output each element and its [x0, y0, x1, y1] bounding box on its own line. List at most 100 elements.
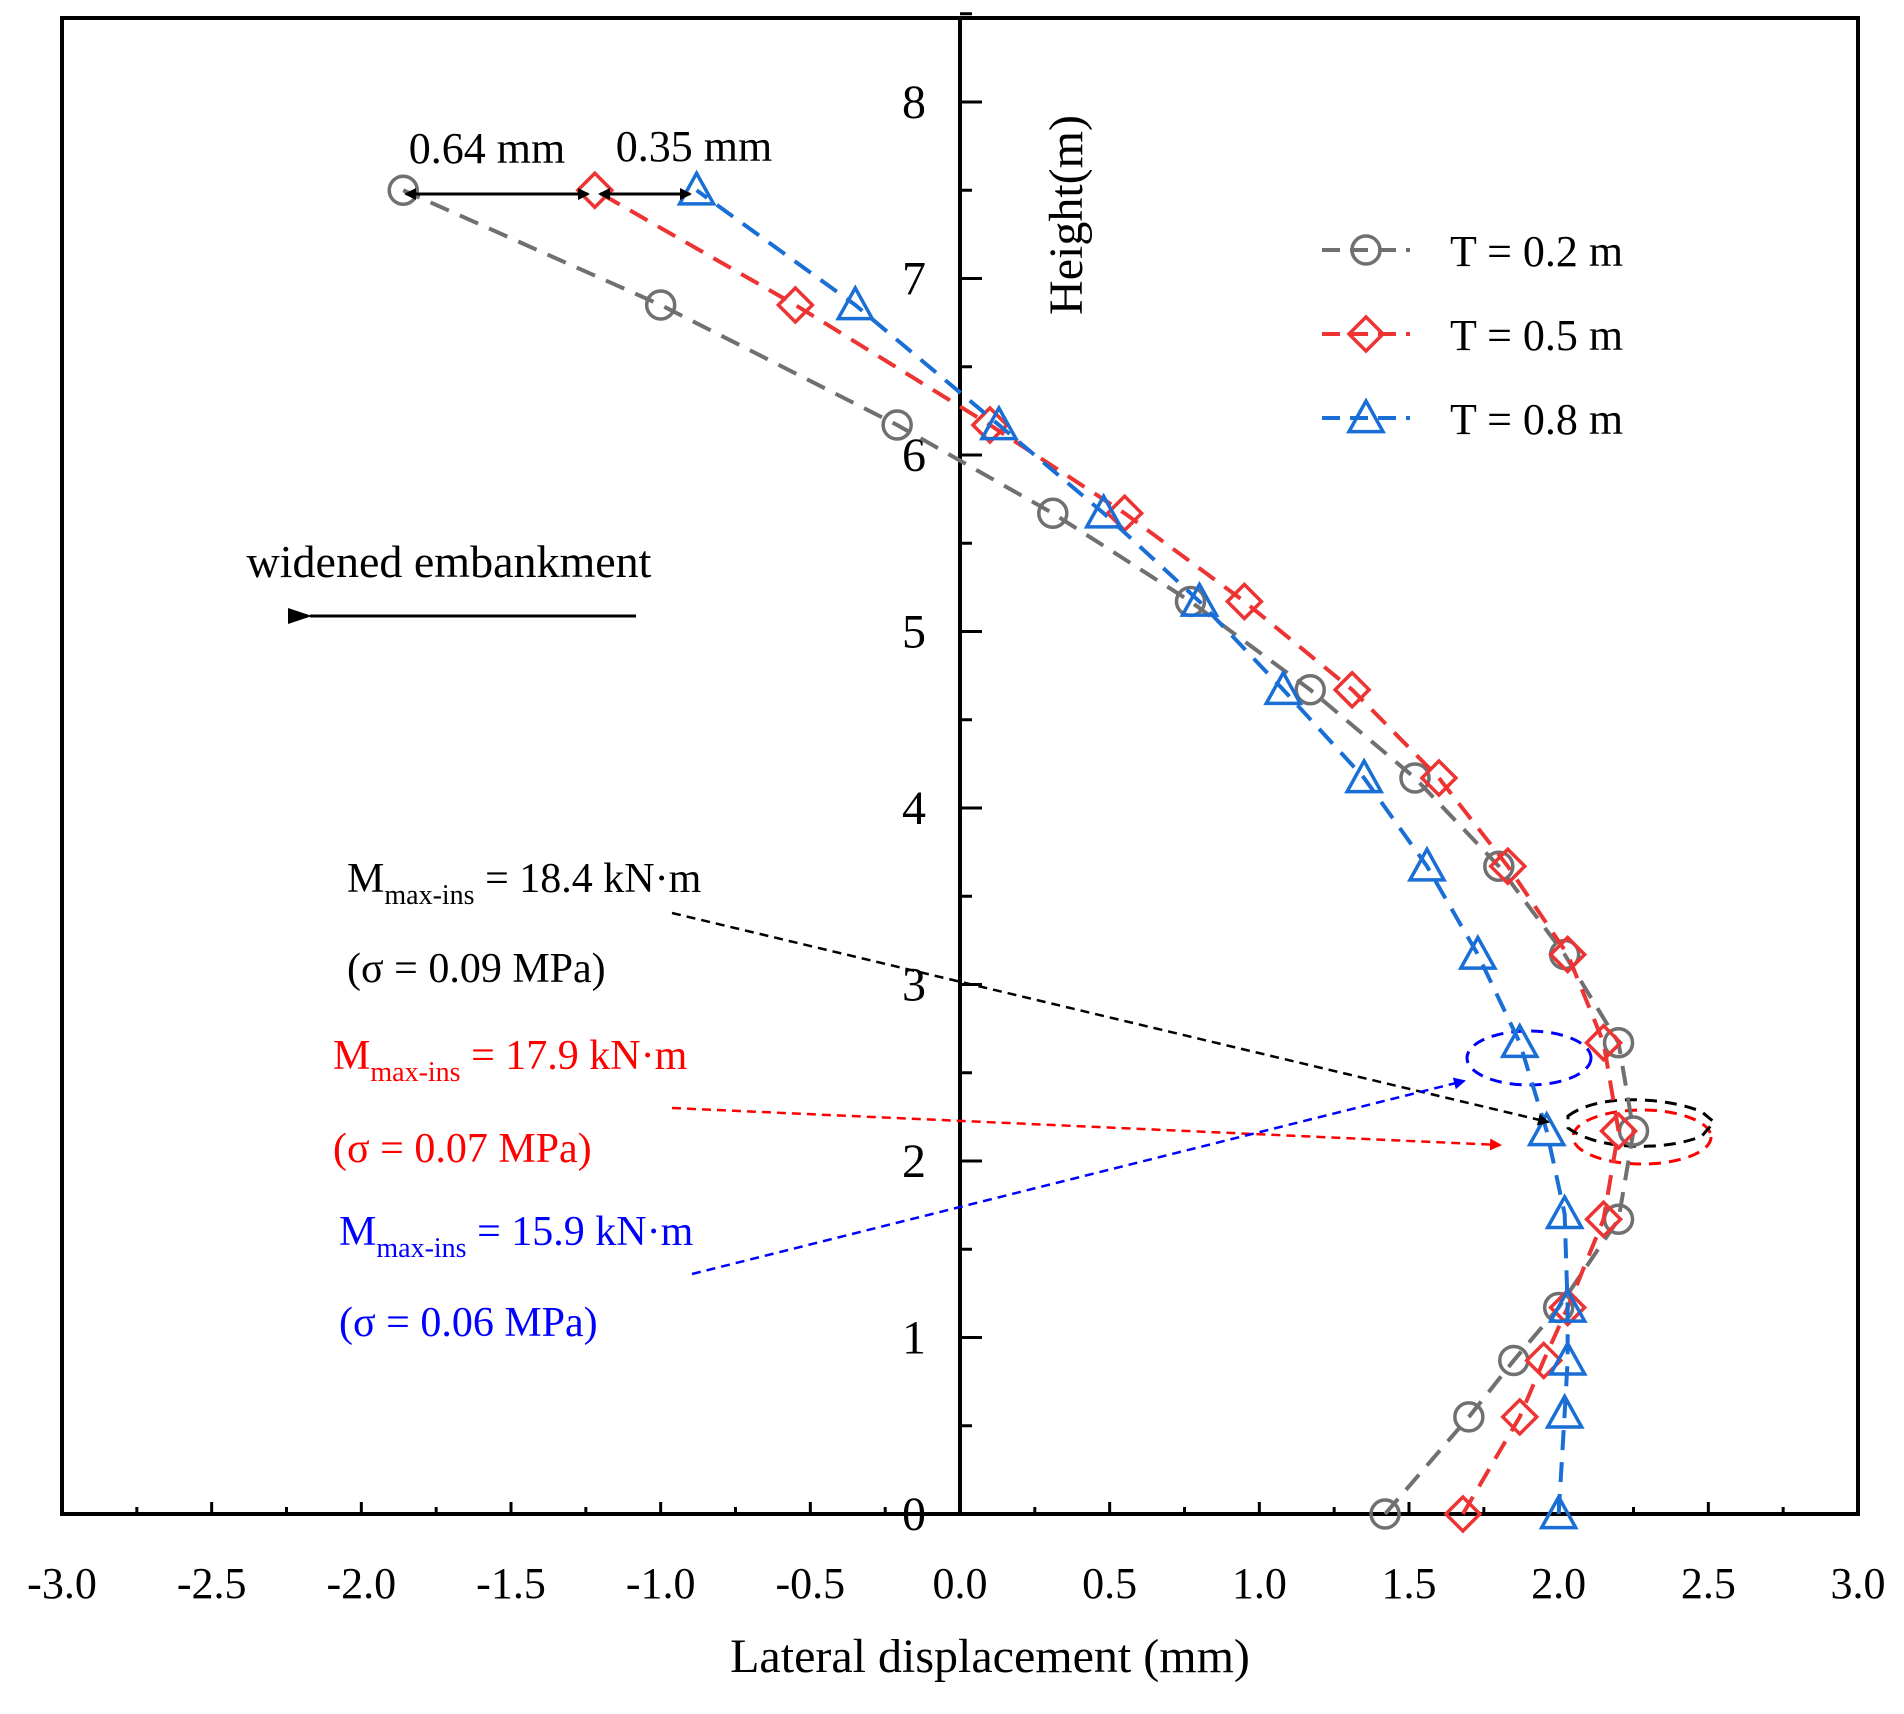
data-point	[775, 285, 815, 325]
data-point	[1453, 1401, 1485, 1433]
moment-sigma: (σ = 0.09 MPa)	[347, 946, 606, 992]
y-tick-label: 3	[902, 959, 926, 1012]
x-tick-label: 2.5	[1681, 1559, 1736, 1608]
legend-marker	[1346, 314, 1386, 354]
series-line	[593, 188, 1621, 1516]
legend: T = 0.2 m T = 0.5 m T = 0.8 m	[1322, 227, 1623, 444]
data-point	[1547, 1286, 1588, 1323]
x-tick-label: -2.5	[177, 1559, 247, 1608]
moment-subscript: max-ins	[384, 880, 474, 911]
x-tick-label: 1.5	[1382, 1559, 1437, 1608]
moment-value: = 18.4 kN·m	[475, 856, 702, 902]
data-point	[1544, 1392, 1585, 1429]
moment-subscript: max-ins	[370, 1057, 460, 1088]
data-point	[1488, 846, 1528, 886]
data-point	[835, 284, 876, 321]
data-point	[1538, 1493, 1579, 1530]
moment-annotation-red: Mmax-ins = 17.9 kN·m (σ = 0.07 MPa)	[333, 1033, 688, 1172]
data-point	[1544, 1193, 1585, 1230]
data-point	[1399, 762, 1431, 794]
moment-value: = 15.9 kN·m	[467, 1209, 694, 1255]
callout-arrow-blue	[691, 1077, 1466, 1276]
data-point	[1332, 670, 1372, 710]
x-tick-label: -0.5	[776, 1559, 846, 1608]
y-tick-label: 2	[902, 1135, 926, 1188]
moment-annotation-blue: Mmax-ins = 15.9 kN·m (σ = 0.06 MPa)	[339, 1209, 694, 1346]
x-axis-ticks: -3.0 -2.5 -2.0 -1.5 -1.0 -0.5 0.0 0.5 1.0 1.5 2.0 2…	[27, 1502, 1886, 1608]
x-tick-label: -1.0	[626, 1559, 696, 1608]
data-point	[1037, 497, 1069, 529]
y-tick-label: 1	[902, 1312, 926, 1365]
data-point	[1483, 850, 1515, 882]
moment-symbol: M	[339, 1209, 376, 1255]
legend-label: T = 0.2 m	[1450, 227, 1623, 276]
data-point	[1344, 757, 1385, 794]
svg-text:Mmax-ins = 17.9 kN·m: Mmax-ins = 17.9 kN·m	[333, 1033, 688, 1088]
y-tick-label: 0	[902, 1488, 926, 1541]
y-tick-label: 5	[902, 606, 926, 659]
data-point	[644, 289, 677, 321]
callout-arrow-red	[671, 1106, 1502, 1151]
x-tick-label: -2.0	[327, 1559, 397, 1608]
moment-sigma: (σ = 0.07 MPa)	[333, 1126, 592, 1172]
data-point	[1294, 673, 1326, 706]
moment-value: = 17.9 kN·m	[461, 1033, 688, 1079]
moment-sigma: (σ = 0.06 MPa)	[339, 1300, 598, 1346]
x-axis-title: Lateral displacement (mm)	[730, 1630, 1250, 1683]
series-line	[402, 188, 1636, 1516]
x-tick-label: -1.5	[476, 1559, 546, 1608]
data-point	[1584, 1023, 1624, 1063]
data-point	[881, 409, 913, 441]
data-point	[1599, 1111, 1639, 1151]
y-tick-label: 4	[902, 782, 926, 835]
data-point	[1547, 1339, 1588, 1376]
moment-subscript: max-ins	[376, 1233, 466, 1264]
legend-item: T = 0.8 m	[1322, 395, 1623, 444]
data-point	[1499, 1022, 1540, 1059]
series-layer	[387, 169, 1650, 1534]
x-tick-label: -3.0	[27, 1559, 97, 1608]
x-tick-label: 0.0	[933, 1559, 988, 1608]
series-3	[676, 169, 1588, 1530]
data-point	[1526, 1110, 1567, 1147]
moment-annotation-black: Mmax-ins = 18.4 kN·m (σ = 0.09 MPa)	[347, 856, 702, 992]
data-point	[1224, 582, 1264, 621]
direction-label: widened embankment	[247, 536, 652, 587]
highlight-ellipse-blue	[1465, 1029, 1593, 1087]
series-2	[575, 170, 1639, 1534]
callout-arrow-black	[671, 911, 1550, 1126]
x-tick-label: 2.0	[1531, 1559, 1586, 1608]
moment-symbol: M	[333, 1033, 370, 1079]
data-point	[1419, 758, 1459, 798]
legend-item: T = 0.5 m	[1322, 311, 1623, 360]
data-point	[1263, 669, 1304, 706]
data-point	[575, 170, 615, 210]
x-tick-label: 1.0	[1232, 1559, 1287, 1608]
data-point	[1457, 933, 1498, 970]
legend-item: T = 0.2 m	[1322, 227, 1623, 276]
moment-symbol: M	[347, 856, 384, 902]
series-line	[695, 188, 1570, 1515]
data-point	[1500, 1397, 1540, 1437]
data-point	[1443, 1494, 1483, 1534]
data-point	[1083, 492, 1124, 529]
legend-label: T = 0.8 m	[1450, 395, 1623, 444]
gap2-label: 0.35 mm	[616, 122, 772, 171]
x-tick-label: 3.0	[1831, 1559, 1886, 1608]
data-point	[1548, 1288, 1588, 1327]
data-point	[676, 169, 717, 206]
legend-label: T = 0.5 m	[1450, 311, 1623, 360]
data-point	[1548, 935, 1588, 974]
data-point	[1179, 580, 1220, 617]
data-point	[1524, 1340, 1564, 1380]
data-point	[978, 404, 1019, 441]
y-axis-title: Height(m)	[1040, 115, 1093, 315]
svg-text:Mmax-ins = 18.4 kN·m: Mmax-ins = 18.4 kN·m	[347, 856, 702, 911]
y-tick-label: 8	[902, 76, 926, 129]
y-tick-label: 7	[902, 253, 926, 306]
data-point	[1584, 1199, 1624, 1239]
legend-marker	[1350, 234, 1382, 266]
data-point	[1369, 1498, 1401, 1530]
